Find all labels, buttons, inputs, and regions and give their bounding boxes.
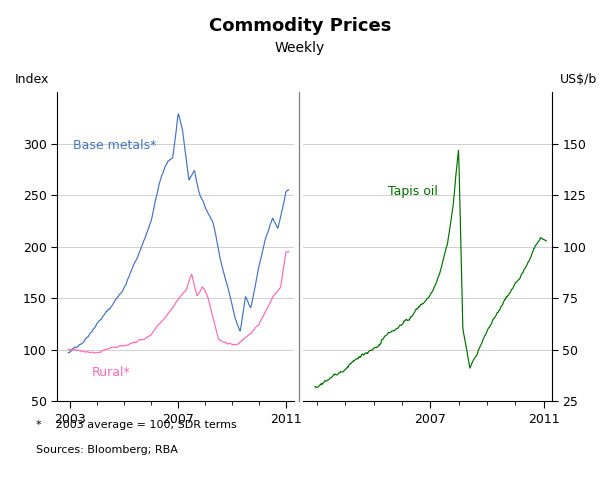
Text: Base metals*: Base metals* (73, 139, 157, 152)
Text: Rural*: Rural* (92, 366, 131, 379)
Text: Weekly: Weekly (275, 41, 325, 55)
Text: Index: Index (14, 73, 49, 86)
Text: Sources: Bloomberg; RBA: Sources: Bloomberg; RBA (36, 445, 178, 455)
Text: Commodity Prices: Commodity Prices (209, 17, 391, 35)
Text: US$/b: US$/b (560, 73, 597, 86)
Text: *    2003 average = 100; SDR terms: * 2003 average = 100; SDR terms (36, 420, 237, 431)
Text: Tapis oil: Tapis oil (388, 185, 438, 198)
